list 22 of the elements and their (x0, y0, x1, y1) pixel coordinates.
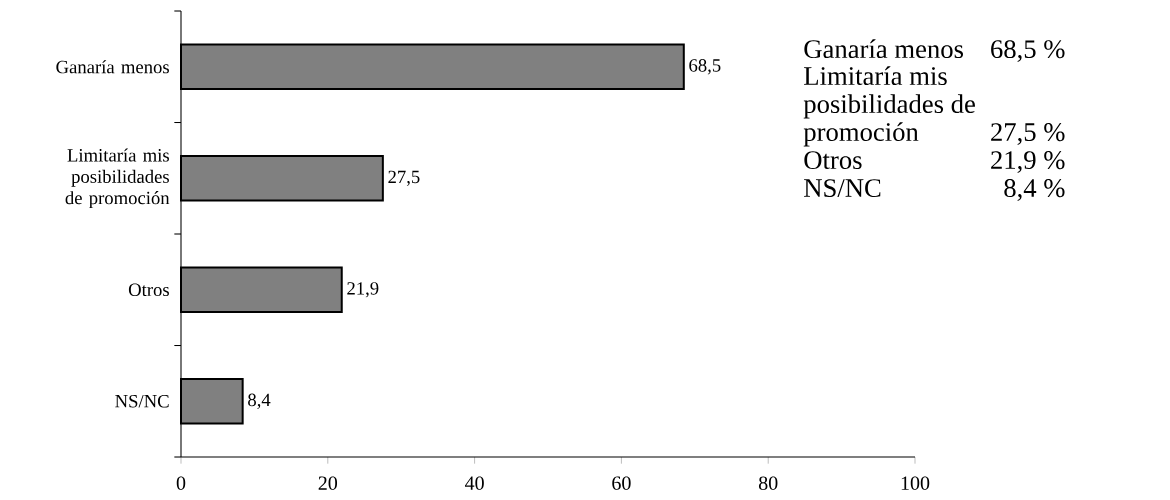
y-tick-label: Otros (128, 283, 169, 297)
annotation: Otros (804, 151, 862, 170)
x-tick-label: 80 (758, 476, 778, 490)
y-tick-label: NS/NC (115, 394, 169, 408)
text: 8,4 % (1004, 179, 1065, 201)
text: 27,5 % (991, 123, 1065, 145)
data-label: 8,4 (248, 393, 271, 409)
annotation: NS/NC (804, 179, 881, 198)
y-tick-label: Ganaría menos (56, 60, 169, 74)
text: 68,5 % (991, 40, 1065, 62)
data-label: 21,9 (347, 282, 379, 298)
x-tick-label: 60 (612, 476, 631, 490)
x-tick-label: 0 (176, 476, 186, 490)
x-tick-label: 20 (318, 476, 338, 490)
data-label: 27,5 (388, 170, 420, 186)
y-tick-label: Limitaría mis posibilidades de promoción (65, 148, 170, 209)
annotation: Limitaría mis posibilidades de promoción (803, 66, 975, 147)
annotation: Ganaría menos (804, 39, 964, 59)
data-label: 68,5 (689, 59, 721, 75)
text: 21,9 % (991, 151, 1065, 173)
x-tick-label: 100 (901, 476, 930, 490)
x-tick-label: 40 (465, 476, 484, 490)
